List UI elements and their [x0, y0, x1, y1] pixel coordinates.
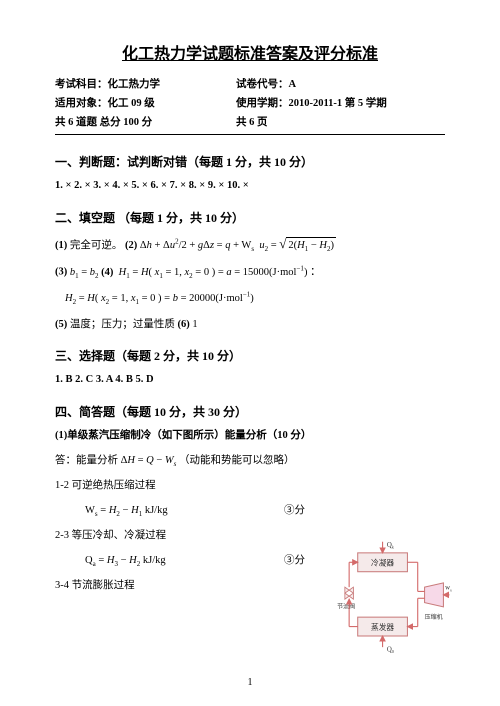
header-row-3: 共 6 道题 总分 100 分 共 6 页: [55, 114, 445, 129]
section-1-answers: 1. × 2. × 3. × 4. × 5. × 6. × 7. × 8. × …: [55, 178, 445, 195]
section-4-heading: 四、简答题（每题 10 分，共 30 分）: [55, 403, 445, 420]
s2-q1-text: 完全可逆。: [67, 240, 122, 251]
s2-q3-formula: b1 = b2 (4) H1 = H( x1 = 1, x2 = 0 ) = a…: [70, 267, 310, 278]
target-students: 适用对象：化工 09 级: [55, 95, 220, 110]
s4-q-mid: =: [98, 555, 107, 566]
evaporator-label: 蒸发器: [371, 622, 394, 632]
compressor-label: 压缩机: [425, 613, 443, 621]
page-number: 1: [0, 677, 500, 688]
svg-text:Qk: Qk: [387, 542, 395, 550]
s2-q2-formula: Δh + Δu2/2 + gΔz = q + Ws u2 = √2(H1 − H…: [140, 240, 336, 251]
s2-line1: (1) 完全可逆。 (2) Δh + Δu2/2 + gΔz = q + Ws …: [55, 234, 445, 255]
s4-q-unit: kJ/kg: [140, 555, 165, 566]
s2-q4-formula: H2 = H( x2 = 1, x1 = 0 ) = b = 20000(J·m…: [65, 293, 254, 304]
refrigeration-diagram: 冷凝器 蒸发器 节流阀 压缩机 Qk Q0 ws: [332, 540, 452, 660]
s2-q6-num: (6): [178, 319, 190, 330]
s4-step23-score: ③分: [284, 553, 305, 570]
s4-w-pre: W: [85, 505, 95, 516]
header-row-2: 适用对象：化工 09 级 使用学期：2010-2011-1 第 5 学期: [55, 95, 445, 110]
s2-q6-text: 1: [190, 319, 198, 330]
section-3-heading: 三、选择题（每题 2 分，共 10 分）: [55, 347, 445, 364]
s2-q5-text: 温度；压力；过量性质: [67, 319, 177, 330]
divider: [55, 134, 445, 135]
section-2-heading: 二、填空题 （每题 1 分，共 10 分）: [55, 209, 445, 226]
page-count: 共 6 页: [236, 114, 268, 129]
s4-step12-eq: Ws = H2 − H1 kJ/kg ③分: [55, 503, 445, 520]
s4-w-unit: kJ/kg: [142, 505, 167, 516]
s2-q5-num: (5): [55, 319, 67, 330]
condenser-label: 冷凝器: [371, 558, 394, 568]
s4-answer-line: 答：能量分析 ΔH = Q − Ws （动能和势能可以忽略）: [55, 453, 445, 470]
term: 使用学期：2010-2011-1 第 5 学期: [236, 95, 387, 110]
s2-q3-tail: ：: [310, 267, 321, 278]
s4-q1-title: (1)单级蒸汽压缩制冷（如下图所示）能量分析（10 分）: [55, 428, 445, 445]
s4-q-pre: Q: [85, 555, 93, 566]
s2-q1-num: (1): [55, 240, 67, 251]
exam-subject: 考试科目：化工热力学: [55, 76, 220, 91]
s4-ans-label: 答：能量分析 Δ: [55, 455, 127, 466]
questions-total: 共 6 道题 总分 100 分: [55, 114, 220, 129]
s4-step12-score: ③分: [284, 503, 305, 520]
svg-text:Q0: Q0: [387, 646, 394, 654]
s2-q2-num: (2): [125, 240, 137, 251]
s2-line2b: H2 = H( x2 = 1, x1 = 0 ) = b = 20000(J·m…: [55, 290, 445, 309]
page-title: 化工热力学试题标准答案及评分标准: [55, 40, 445, 64]
section-1-heading: 一、判断题：试判断对错（每题 1 分，共 10 分）: [55, 153, 445, 170]
svg-text:ws: ws: [445, 585, 452, 593]
s2-line2: (3) b1 = b2 (4) H1 = H( x1 = 1, x2 = 0 )…: [55, 263, 445, 282]
s4-step12-label: 1-2 可逆绝热压缩过程: [55, 478, 445, 495]
s4-ans-tail: （动能和势能可以忽略）: [179, 455, 295, 466]
s4-w-mid: =: [100, 505, 109, 516]
header-row-1: 考试科目：化工热力学 试卷代号：A: [55, 76, 445, 91]
s2-q3-num: (3): [55, 267, 67, 278]
s2-line3: (5) 温度；压力；过量性质 (6) 1: [55, 317, 445, 334]
throttle-label: 节流阀: [337, 603, 355, 611]
section-3-answers: 1. B 2. C 3. A 4. B 5. D: [55, 372, 445, 389]
paper-code: 试卷代号：A: [236, 76, 296, 91]
